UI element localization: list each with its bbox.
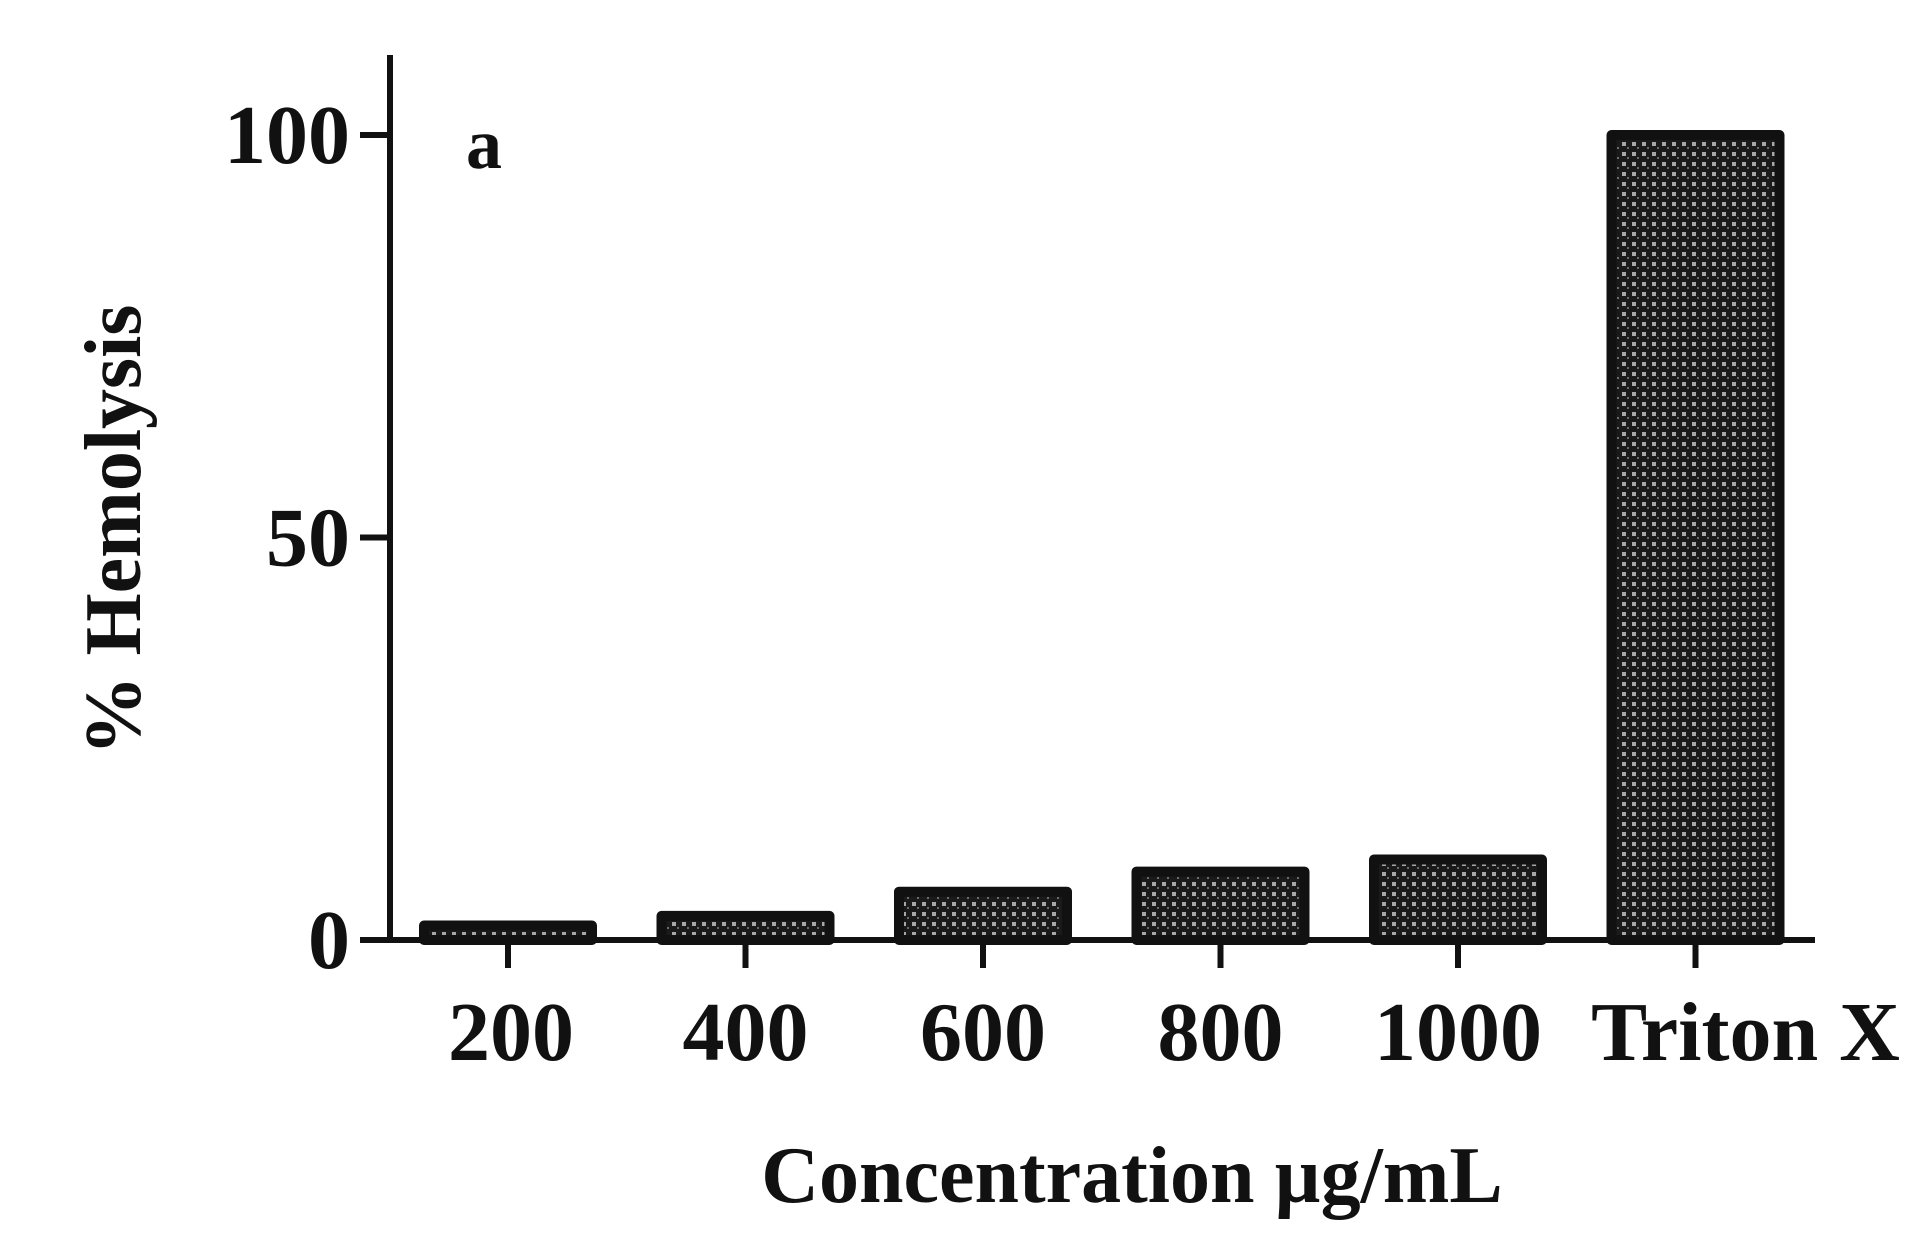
x-tick-label-triton-x: Triton X <box>1591 986 1900 1079</box>
x-tick-label-400: 400 <box>683 986 809 1079</box>
y-axis-title: % Hemolysis <box>70 304 158 755</box>
y-tick-label-50: 50 <box>266 492 350 585</box>
x-tick-label-1000: 1000 <box>1374 986 1542 1079</box>
y-tick-label-0: 0 <box>308 894 350 987</box>
x-tick-label-200: 200 <box>448 986 574 1079</box>
axes-layer <box>360 55 1815 968</box>
bar-triton-x <box>1606 130 1785 945</box>
bar-800 <box>1131 866 1310 946</box>
x-tick-label-600: 600 <box>920 986 1046 1079</box>
y-tick-label-100: 100 <box>224 89 350 182</box>
bar-1000 <box>1369 854 1547 945</box>
x-tick-label-800: 800 <box>1158 986 1284 1079</box>
x-axis-title: Concentration µg/mL <box>761 1132 1503 1220</box>
panel-label: a <box>466 104 502 184</box>
bars-layer <box>419 130 1785 946</box>
bar-600 <box>894 886 1072 946</box>
bar-400 <box>656 910 835 945</box>
labels-layer: 0 50 100 200 400 600 800 1000 Triton X <box>224 89 1900 1079</box>
